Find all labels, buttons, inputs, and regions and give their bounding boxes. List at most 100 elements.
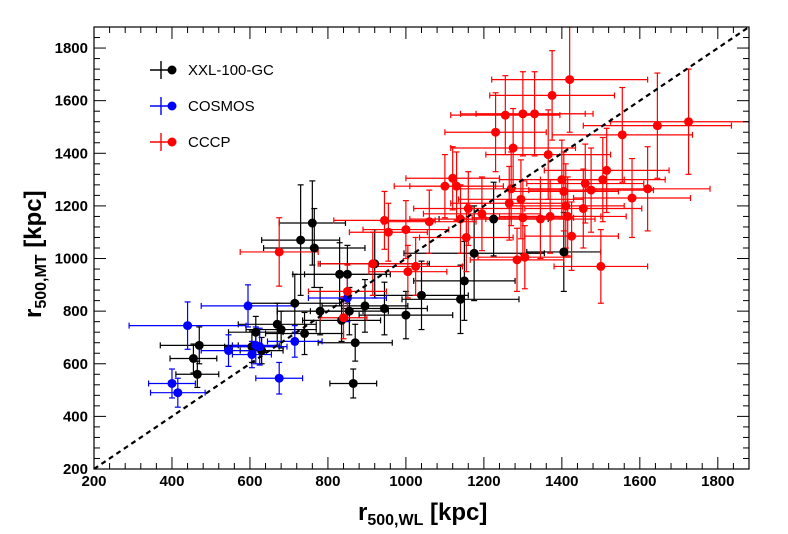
axes: 200 400 600 800 1000 1200 1400 1600 1800 200 400 60… bbox=[20, 26, 750, 529]
data-point bbox=[565, 75, 575, 85]
data-point bbox=[643, 184, 653, 194]
data-point bbox=[452, 181, 462, 191]
data-point bbox=[547, 90, 557, 100]
y-axis-title: r500,MT [kpc] bbox=[20, 190, 50, 318]
data-point bbox=[455, 294, 465, 304]
data-point bbox=[368, 259, 378, 269]
legend-item: CCCP bbox=[150, 133, 231, 151]
data-point bbox=[602, 165, 612, 175]
data-point bbox=[684, 117, 694, 127]
y-tick-label: 1600 bbox=[55, 93, 88, 110]
x-tick-label: 800 bbox=[315, 473, 340, 490]
data-point bbox=[469, 248, 479, 258]
data-point bbox=[344, 306, 354, 316]
data-point bbox=[401, 225, 411, 235]
data-point bbox=[290, 298, 300, 308]
data-point bbox=[276, 325, 286, 335]
data-point bbox=[543, 150, 553, 160]
y-tick-label: 1400 bbox=[55, 145, 88, 162]
data-point bbox=[491, 127, 501, 137]
data-point bbox=[535, 214, 545, 224]
data-point bbox=[477, 209, 487, 219]
legend: XXL-100-GC COSMOS CCCP bbox=[150, 61, 274, 151]
data-point bbox=[489, 214, 499, 224]
x-tick-label: 1200 bbox=[467, 473, 500, 490]
data-point bbox=[567, 231, 577, 241]
data-point bbox=[530, 109, 540, 119]
data-point bbox=[459, 276, 469, 286]
data-point bbox=[379, 304, 389, 314]
data-point bbox=[559, 186, 569, 196]
x-tick-label: 600 bbox=[237, 473, 262, 490]
data-point bbox=[290, 336, 300, 346]
legend-item: COSMOS bbox=[150, 97, 255, 115]
legend-label: XXL-100-GC bbox=[188, 62, 274, 79]
data-point bbox=[309, 243, 319, 253]
data-point bbox=[500, 110, 510, 120]
data-point bbox=[274, 373, 284, 383]
data-point bbox=[192, 369, 202, 379]
data-point bbox=[463, 204, 473, 214]
data-point bbox=[563, 211, 573, 221]
data-point bbox=[342, 286, 352, 296]
data-point bbox=[307, 218, 317, 228]
data-point bbox=[512, 255, 522, 265]
data-point bbox=[335, 269, 345, 279]
data-point bbox=[339, 313, 349, 323]
data-point bbox=[274, 247, 284, 257]
data-point bbox=[561, 201, 571, 211]
data-point bbox=[504, 198, 514, 208]
legend-marker bbox=[167, 65, 177, 75]
data-point bbox=[424, 217, 434, 227]
y-tick-label: 1200 bbox=[55, 198, 88, 215]
data-point bbox=[188, 354, 198, 363]
data-point bbox=[379, 215, 389, 225]
data-point bbox=[251, 327, 261, 337]
data-point bbox=[518, 109, 528, 119]
y-tick-label: 400 bbox=[63, 408, 88, 425]
y-tick-label: 1000 bbox=[55, 251, 88, 268]
y-tick-label: 1800 bbox=[55, 40, 88, 57]
data-point bbox=[578, 204, 588, 214]
data-point bbox=[403, 267, 413, 277]
data-point bbox=[360, 301, 370, 311]
data-point bbox=[417, 290, 426, 300]
data-point bbox=[401, 310, 411, 320]
data-point bbox=[183, 321, 193, 331]
data-point bbox=[194, 340, 204, 350]
legend-marker bbox=[167, 101, 177, 111]
data-point bbox=[518, 213, 528, 223]
x-tick-label: 1800 bbox=[701, 473, 734, 490]
data-point bbox=[342, 269, 352, 279]
data-point bbox=[508, 143, 518, 153]
y-tick-label: 800 bbox=[63, 303, 88, 320]
data-point bbox=[586, 185, 596, 195]
markers-cccp bbox=[274, 75, 694, 323]
data-point bbox=[520, 252, 530, 262]
data-point bbox=[559, 247, 569, 257]
data-point bbox=[224, 346, 234, 356]
x-tick-label: 400 bbox=[159, 473, 184, 490]
data-point bbox=[350, 338, 360, 348]
x-tick-label: 1600 bbox=[623, 473, 656, 490]
data-point bbox=[580, 179, 590, 189]
legend-label: CCCP bbox=[188, 134, 231, 151]
one-to-one-reference-line bbox=[94, 27, 749, 469]
x-tick-label: 1000 bbox=[389, 473, 422, 490]
markers-cosmos bbox=[167, 293, 352, 398]
data-point bbox=[652, 121, 662, 131]
data-point bbox=[300, 329, 310, 339]
data-point bbox=[348, 378, 358, 388]
x-axis-title: r500,WL [kpc] bbox=[358, 499, 487, 529]
x-tick-label: 1400 bbox=[545, 473, 578, 490]
data-point bbox=[411, 261, 421, 271]
data-point bbox=[167, 378, 177, 388]
data-point bbox=[173, 388, 183, 398]
data-point bbox=[315, 306, 325, 316]
data-point bbox=[627, 193, 637, 203]
plot-area bbox=[94, 27, 749, 469]
data-point bbox=[440, 181, 450, 191]
data-point bbox=[243, 301, 253, 311]
y-tick-label: 200 bbox=[63, 461, 88, 478]
